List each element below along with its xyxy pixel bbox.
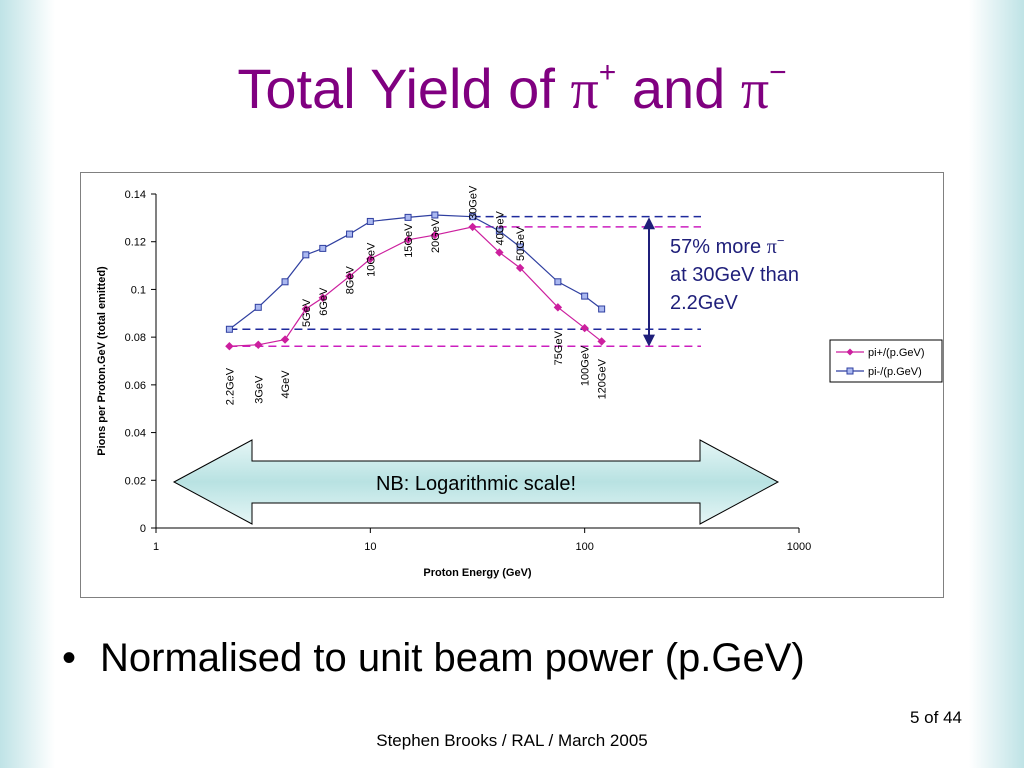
pi-minus-point	[366, 217, 374, 225]
pi-plus-point	[580, 323, 589, 333]
y-tick-label: 0	[140, 523, 146, 535]
point-label: 10GeV	[365, 242, 377, 277]
pi-plus-point	[280, 335, 290, 344]
pi-minus-point	[431, 211, 439, 219]
pi-minus-point	[598, 305, 606, 313]
pi-minus-point	[302, 251, 310, 259]
pi-minus-point	[319, 244, 327, 252]
pi-plus-point	[403, 235, 413, 245]
pi-plus-point	[225, 342, 234, 351]
y-tick-label: 0.04	[125, 428, 146, 440]
y-tick-label: 0.14	[125, 189, 146, 201]
bullet-dot: •	[62, 636, 77, 680]
y-tick-label: 0.08	[125, 332, 146, 344]
pi-minus-point	[581, 292, 589, 300]
legend-box	[829, 339, 943, 383]
pi-minus-point	[281, 278, 289, 286]
pi-minus-point	[495, 227, 503, 235]
x-tick-label: 1	[153, 541, 159, 553]
title-and: and	[616, 57, 741, 120]
banner-arrow-shape	[172, 439, 780, 525]
pi-minus-point	[254, 303, 262, 311]
legend-label: pi-/(p.GeV)	[868, 366, 922, 378]
pi-plus-point	[515, 263, 525, 273]
point-label: 8GeV	[345, 266, 357, 295]
pi-plus-point	[430, 230, 440, 240]
legend: pi+/(p.GeV) pi-/(p.GeV)	[829, 339, 943, 383]
annotation-pi: π	[767, 236, 777, 258]
pi-plus-point	[318, 293, 327, 302]
legend-marker-diamond	[846, 348, 854, 356]
arrow-annotation: 57% more π− at 30GeV than 2.2GeV	[643, 217, 799, 347]
point-label: 50GeV	[515, 226, 527, 261]
annotation-text: 57% more	[670, 236, 767, 258]
annotation-minus: −	[777, 233, 785, 248]
pi-plus-point	[495, 248, 504, 257]
point-label: 4GeV	[280, 370, 292, 399]
minus-superscript: −	[769, 56, 787, 89]
bullet-text: Normalised to unit beam power (p.GeV)	[100, 636, 805, 680]
annotation-line-3: 2.2GeV	[670, 292, 738, 314]
point-label: 40GeV	[494, 211, 506, 246]
x-axis-label: Proton Energy (GeV)	[423, 567, 532, 579]
log-scale-banner: NB: Logarithmic scale!	[172, 439, 780, 525]
series-layer	[225, 211, 606, 351]
pi-plus-point	[345, 272, 354, 281]
point-label: 120GeV	[597, 358, 609, 399]
pi-minus-point	[554, 278, 562, 286]
legend-label: pi+/(p.GeV)	[868, 347, 925, 359]
pi-minus-point	[225, 325, 233, 333]
x-tick-label: 10	[364, 541, 376, 553]
x-tick-label: 1000	[787, 541, 811, 553]
plus-superscript: +	[598, 56, 617, 89]
point-label: 100GeV	[580, 345, 592, 386]
banner-text: NB: Logarithmic scale!	[376, 473, 576, 495]
pi-plus-point	[366, 254, 375, 264]
pi-plus-point	[468, 222, 477, 232]
legend-marker-square	[846, 367, 854, 375]
annotation-line-2: at 30GeV than	[670, 264, 799, 286]
pi-minus-point	[404, 213, 412, 221]
bullet-point: • Normalised to unit beam power (p.GeV)	[62, 636, 805, 681]
series-line-pi-plus	[229, 226, 603, 347]
y-axis-label: Pions per Proton.GeV (total emitted)	[96, 266, 108, 456]
chart-frame: 0 0.02 0.04 0.06 0.08 0.1 0.12 0.14 1 10 100 1000 Pr…	[80, 172, 944, 598]
pi-plus-point	[597, 337, 606, 346]
pi-plus-point	[301, 304, 311, 314]
footer: Stephen Brooks / RAL / March 2005	[376, 731, 648, 750]
y-tick-label: 0.06	[125, 380, 146, 392]
page-number: 5 of 44	[910, 708, 962, 727]
title-text: Total Yield of	[237, 57, 571, 120]
point-labels: 2.2GeV 3GeV 4GeV 5GeV 6GeV 8GeV 10GeV 15GeV 20Ge…	[224, 185, 608, 405]
series-line-pi-minus	[229, 214, 603, 330]
x-tick-label: 100	[575, 541, 593, 553]
pi-plus-point	[553, 303, 563, 312]
point-label: 2.2GeV	[224, 367, 236, 405]
pi-minus-point	[469, 213, 477, 221]
slide-title: Total Yield of π+ and π−	[0, 56, 1024, 121]
y-tick-label: 0.12	[125, 237, 146, 249]
guide-lines	[229, 215, 701, 347]
pi-minus-point	[346, 230, 354, 238]
point-label: 5GeV	[301, 298, 313, 327]
pi-plus-point	[254, 340, 263, 349]
point-label: 15GeV	[403, 223, 415, 258]
y-tick-label: 0.02	[125, 475, 146, 487]
axes: 0 0.02 0.04 0.06 0.08 0.1 0.12 0.14 1 10 100 1000 Pr…	[96, 189, 811, 579]
point-label: 30GeV	[468, 185, 480, 220]
pi-minus-point	[516, 243, 524, 251]
point-label: 20GeV	[430, 218, 442, 253]
point-label: 75GeV	[553, 330, 565, 365]
pi-symbol: π	[570, 59, 599, 121]
point-label: 6GeV	[318, 287, 330, 316]
yield-chart: 0 0.02 0.04 0.06 0.08 0.1 0.12 0.14 1 10 100 1000 Pr…	[96, 185, 943, 579]
y-tick-label: 0.1	[131, 284, 146, 296]
pi-symbol-2: π	[740, 59, 770, 121]
point-label: 3GeV	[253, 375, 265, 404]
annotation-line-1: 57% more π−	[670, 233, 784, 258]
